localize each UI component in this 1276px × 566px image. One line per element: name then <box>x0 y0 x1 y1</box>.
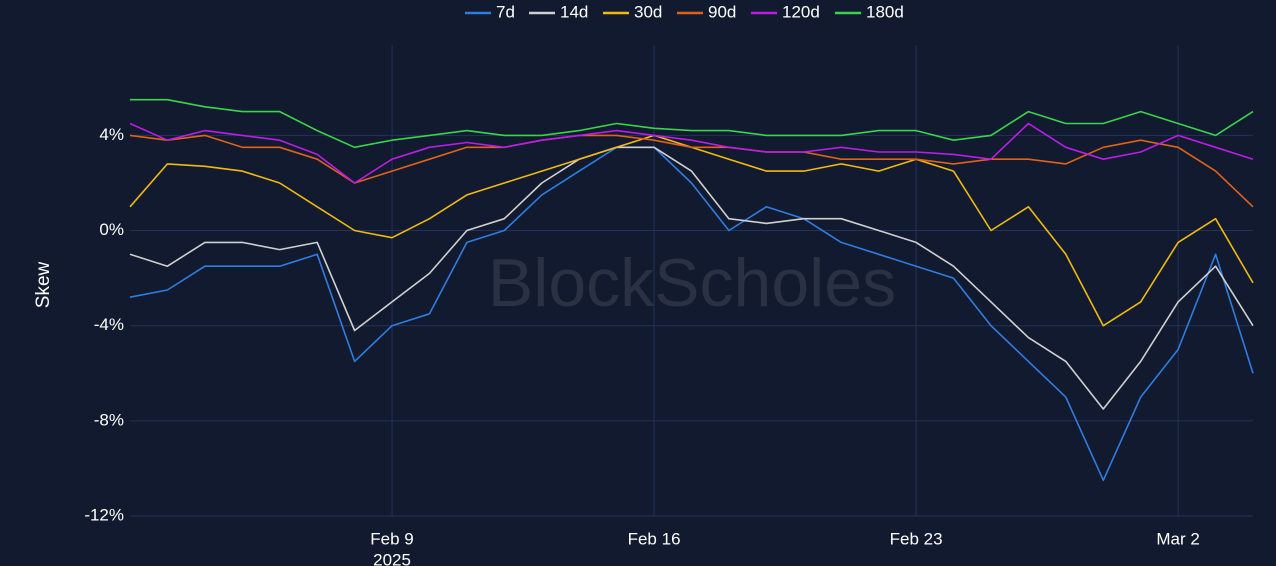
watermark: BlockScholes <box>488 245 896 321</box>
x-tick-label: Feb 23 <box>890 529 943 548</box>
legend-label: 7d <box>496 2 515 21</box>
y-tick-label: 0% <box>99 220 124 239</box>
x-tick-label: Mar 2 <box>1156 529 1199 548</box>
series-line <box>129 122 1254 184</box>
legend-label: 14d <box>560 2 588 21</box>
x-tick-year: 2025 <box>373 550 411 566</box>
legend-label: 30d <box>634 2 662 21</box>
series-line <box>130 98 1254 149</box>
y-tick-label: -4% <box>94 315 124 334</box>
series-line <box>129 134 1254 208</box>
x-tick-label: Feb 16 <box>628 529 681 548</box>
y-tick-label: -12% <box>84 505 124 524</box>
y-tick-label: 4% <box>99 125 124 144</box>
y-tick-label: -8% <box>94 410 124 429</box>
series-line <box>129 146 1254 482</box>
y-axis-label: Skew <box>33 261 54 308</box>
series-line <box>129 146 1254 410</box>
legend-label: 180d <box>866 2 904 21</box>
legend-label: 90d <box>708 2 736 21</box>
x-tick-label: Feb 9 <box>370 529 413 548</box>
legend-label: 120d <box>782 2 820 21</box>
